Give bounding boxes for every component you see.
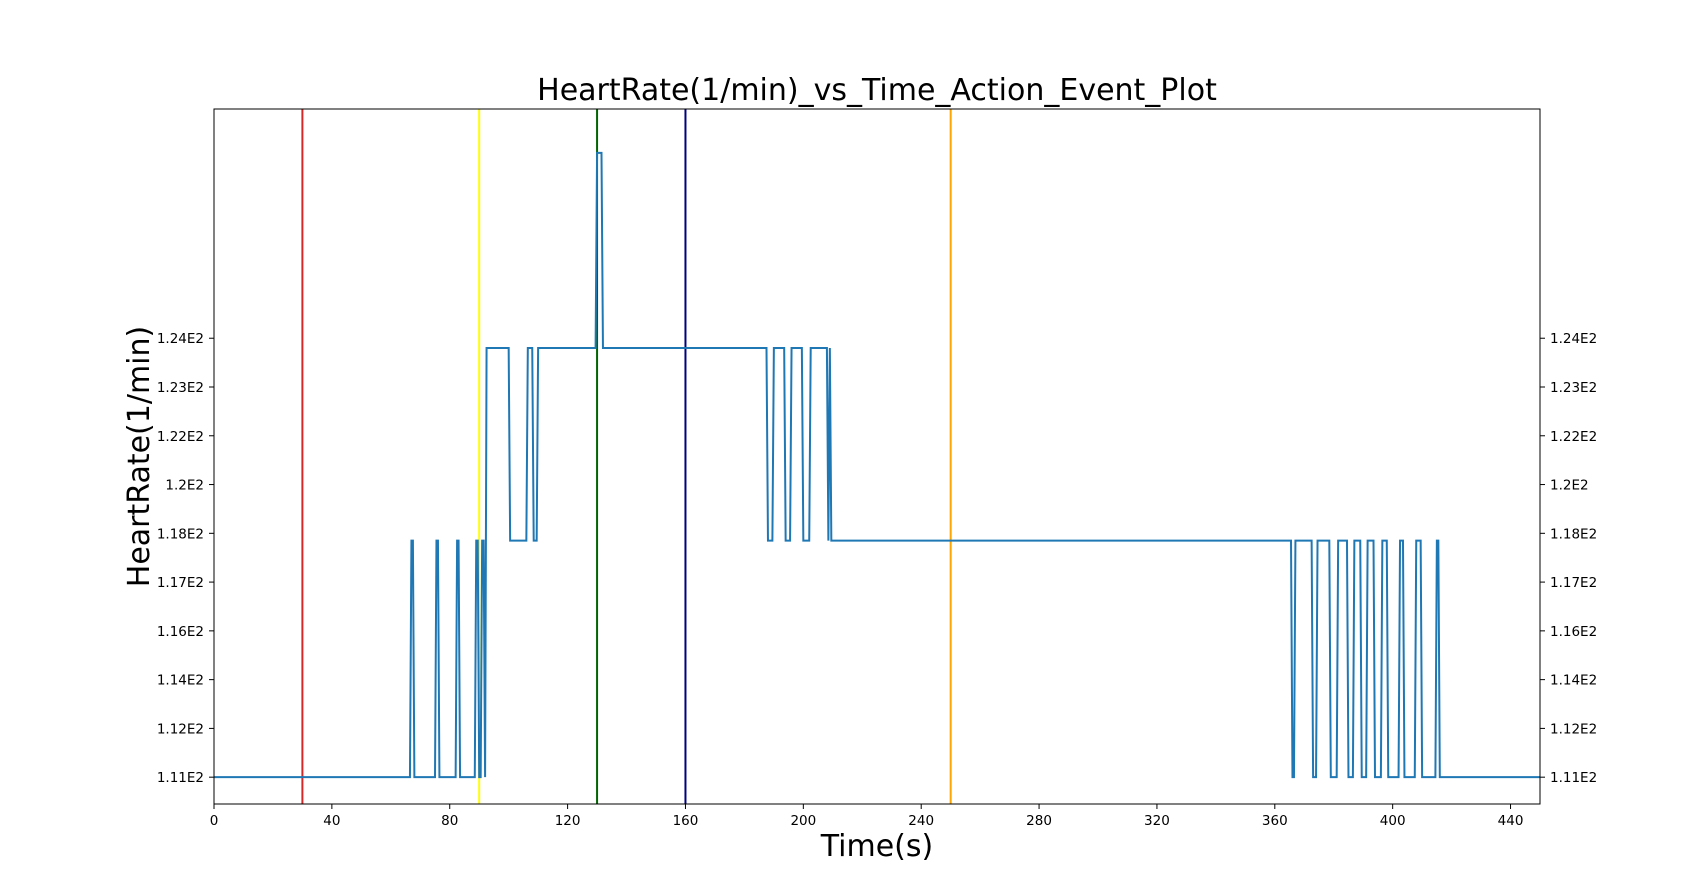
x-tick-label: 120 [555,813,581,829]
series-line-0 [214,151,1540,779]
x-axis-label: Time(s) [820,829,933,864]
y-tick-label-left: 1.23E2 [157,380,204,396]
y-tick-label-left: 1.2E2 [165,478,204,494]
x-tick-label: 160 [673,813,699,829]
y-tick-label-right: 1.2E2 [1550,478,1589,494]
y-tick-label-left: 1.17E2 [157,575,204,591]
ticks: 0 40 80 120 160 200 240 280 320 360 400 440 1.11E2 1.… [157,331,1597,829]
chart-title: HeartRate(1/min)_vs_Time_Action_Event_Pl… [537,73,1217,108]
x-tick-label: 280 [1026,813,1052,829]
x-tick-label: 80 [441,813,458,829]
x-tick-label: 360 [1262,813,1288,829]
x-tick-label: 440 [1498,813,1524,829]
y-axis-label: HeartRate(1/min) [122,326,157,587]
y-tick-label-left: 1.14E2 [157,673,204,689]
y-tick-label-left: 1.18E2 [157,526,204,542]
y-tick-label-left: 1.22E2 [157,429,204,445]
y-tick-label-right: 1.14E2 [1550,673,1597,689]
event-lines [301,109,952,804]
y-tick-label-left: 1.16E2 [157,624,204,640]
series-layer [214,151,1540,779]
y-tick-label-right: 1.17E2 [1550,575,1597,591]
y-tick-label-left: 1.24E2 [157,331,204,347]
plot-frame [213,108,1541,805]
x-tick-label: 240 [908,813,934,829]
x-tick-label: 400 [1380,813,1406,829]
y-tick-label-right: 1.12E2 [1550,721,1597,737]
y-tick-label-right: 1.22E2 [1550,429,1597,445]
y-tick-label-left: 1.12E2 [157,721,204,737]
x-tick-label: 200 [790,813,816,829]
y-tick-label-right: 1.23E2 [1550,380,1597,396]
y-tick-label-right: 1.18E2 [1550,526,1597,542]
x-tick-label: 320 [1144,813,1170,829]
x-tick-label: 0 [210,813,219,829]
y-tick-label-right: 1.24E2 [1550,331,1597,347]
y-tick-label-right: 1.11E2 [1550,770,1597,786]
y-tick-label-left: 1.11E2 [157,770,204,786]
y-tick-label-right: 1.16E2 [1550,624,1597,640]
x-tick-label: 40 [323,813,340,829]
